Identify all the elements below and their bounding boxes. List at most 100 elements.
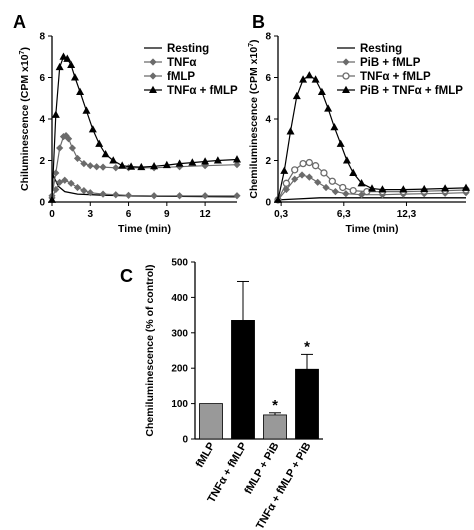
y-axis-label: Chemiluminescence (% of control) [144, 264, 156, 436]
x-tick-label: 0 [49, 209, 55, 220]
x-axis-label: Time (min) [346, 223, 399, 235]
data-point-fmlp [112, 164, 120, 172]
data-point-tnf-fmlp [213, 156, 222, 164]
data-point-pib-fmlp [305, 173, 313, 181]
data-point-tnf [150, 192, 158, 200]
legend-marker-fmlp [149, 72, 157, 80]
panel-b: 0 2 4 6 8 0,3 6,3 12,3 Time (min) Chemiluminescen… [248, 12, 470, 235]
data-point-tnf-fmlp [95, 139, 104, 147]
data-point-tnf [67, 179, 75, 187]
y-axis-label-exponent: 7 [248, 43, 255, 47]
data-point-tnf-fmlp [363, 187, 371, 196]
data-point-tnf-fmlp [150, 162, 159, 170]
data-point-tnf [175, 192, 184, 200]
data-point-fmlp [73, 154, 82, 163]
data-point-tnf-fmlp [320, 169, 328, 177]
data-point-tnf-fmlp [233, 155, 241, 163]
bar-fmlp-pib [263, 414, 287, 440]
data-point-fmlp [52, 169, 60, 177]
data-point-tnf-fmlp [162, 160, 171, 169]
data-point-pib-fmlp [342, 190, 350, 198]
data-point-tnf [52, 185, 60, 194]
y-axis-label: Chiluminescence (CPM x107) [19, 47, 31, 191]
x-tick-label: 6 [126, 209, 132, 220]
y-tick-label: 0 [265, 198, 271, 209]
data-point-fmlp [233, 161, 241, 169]
data-point-pib-fmlp [282, 185, 290, 194]
y-tick-label: 2 [39, 156, 45, 167]
data-point-pib-fmlp [314, 178, 322, 186]
legend-marker-tnf-fmlp [342, 72, 350, 80]
y-tick-label: 6 [39, 73, 45, 84]
data-point-pib-tnf-fmlp [274, 195, 282, 203]
data-point-tnf [124, 191, 133, 199]
data-point-tnf-fmlp [299, 159, 307, 168]
data-point-fmlp [86, 162, 94, 170]
data-point-fmlp [93, 163, 101, 171]
x-tick-label: 12 [200, 209, 212, 220]
data-point-fmlp [80, 160, 88, 168]
legend-marker-tnf-fmlp [149, 85, 157, 93]
data-point-tnf-fmlp [109, 156, 118, 164]
data-point-tnf-fmlp [70, 73, 79, 81]
x-axis-label: Time (min) [118, 223, 171, 235]
legend-label-tnf-fmlp: TNFα + fMLP [167, 85, 238, 97]
y-axis-label-text: Chiluminescence (CPM x10 [19, 54, 31, 191]
data-point-tnf-fmlp [127, 162, 136, 170]
y-tick-label: 300 [171, 328, 188, 339]
series-line-tnf-fmlp [51, 55, 238, 200]
data-point-pib-fmlp [357, 191, 366, 199]
panel-a: 0 2 4 6 8 0 3 6 9 12 Time (min) Chiluminescence (CP… [13, 12, 241, 235]
y-axis-label-exponent: 7 [19, 50, 26, 54]
panel-letter: C [120, 266, 133, 286]
series-line-pib-tnf-fmlp [277, 74, 467, 201]
legend-label-resting: Resting [167, 43, 209, 55]
bar-tnf-fmlp [231, 320, 255, 440]
data-point-tnf-fmlp [291, 166, 299, 174]
significance-marker-tnf-fmlp-pib: * [304, 338, 310, 355]
x-tick-label: 0,3 [274, 209, 288, 220]
y-tick-label: 8 [265, 32, 271, 43]
data-point-tnf-fmlp [88, 125, 97, 133]
bar-fmlp [199, 403, 223, 440]
panel-letter: B [252, 12, 265, 32]
y-tick-label: 500 [171, 258, 188, 269]
y-tick-label: 0 [182, 435, 188, 446]
data-point-tnf-fmlp [101, 149, 110, 158]
data-point-tnf-fmlp [82, 106, 91, 114]
data-point-pib-tnf-fmlp [462, 183, 470, 191]
data-point-tnf-fmlp [118, 161, 127, 169]
data-point-pib-tnf-fmlp [420, 184, 429, 193]
data-point-pib-tnf-fmlp [399, 185, 408, 193]
y-axis-label-close: ) [19, 47, 31, 51]
data-point-pib-tnf-fmlp [292, 91, 301, 100]
data-point-tnf-fmlp [311, 162, 320, 170]
significance-marker-fmlp-pib: * [272, 397, 278, 414]
data-point-tnf-fmlp [137, 162, 146, 171]
data-point-pib-tnf-fmlp [317, 87, 326, 96]
y-tick-label: 8 [39, 32, 45, 43]
data-point-tnf-fmlp [349, 186, 357, 195]
data-point-pib-tnf-fmlp [342, 156, 351, 164]
category-label-fmlp: fMLP [194, 441, 218, 470]
data-point-pib-tnf-fmlp [357, 179, 366, 187]
y-tick-label: 200 [171, 364, 188, 375]
data-point-tnf [80, 186, 88, 195]
data-point-tnf-fmlp [63, 54, 72, 62]
data-point-tnf-fmlp [76, 87, 85, 96]
data-point-pib-tnf-fmlp [324, 104, 333, 112]
data-point-tnf-fmlp [201, 157, 210, 165]
data-point-pib-tnf-fmlp [441, 184, 450, 192]
data-point-tnf [61, 176, 69, 184]
legend-marker-pib-tnf-fmlp [342, 85, 350, 93]
data-point-pib-fmlp [291, 175, 299, 183]
data-point-tnf-fmlp [282, 179, 291, 187]
series-line-resting [277, 197, 466, 201]
panel-c: 0 100 200 300 400 500 Chemiluminescence (% of … [120, 258, 323, 530]
y-tick-label: 6 [265, 73, 271, 84]
data-point-pib-fmlp [298, 171, 306, 179]
data-point-fmlp [56, 144, 64, 152]
y-tick-label: 0 [39, 198, 45, 209]
data-point-pib-fmlp [331, 188, 340, 196]
x-tick-label: 3 [87, 209, 93, 220]
